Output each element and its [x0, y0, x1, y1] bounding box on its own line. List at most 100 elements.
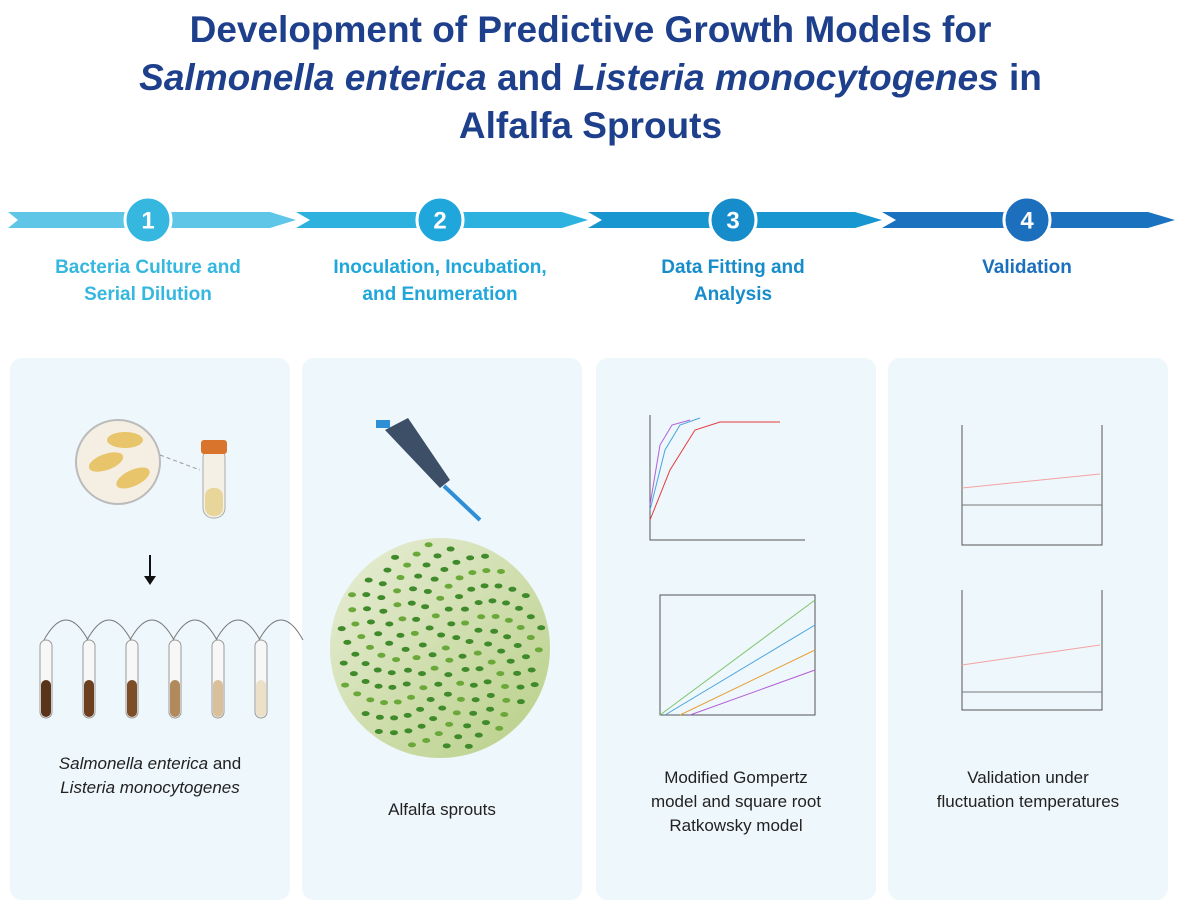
leaf — [516, 625, 525, 631]
leaf — [348, 607, 357, 613]
dilution-tubes — [39, 619, 304, 719]
leaf — [452, 635, 461, 641]
leaf — [465, 639, 474, 645]
leaf — [516, 699, 525, 705]
leaf — [416, 706, 425, 712]
leaf — [424, 542, 433, 548]
leaf — [480, 583, 489, 589]
leaf — [404, 728, 413, 734]
text-line: Ratkowsky model — [596, 814, 876, 838]
text-segment: in — [1008, 57, 1042, 98]
leaf — [455, 594, 464, 600]
panel-bg — [596, 358, 876, 900]
leaf — [385, 621, 394, 627]
leaf — [474, 732, 483, 738]
leaf — [497, 648, 506, 654]
leaf — [463, 723, 472, 729]
text-line: Listeria monocytogenes — [10, 776, 290, 800]
text-segment: Alfalfa Sprouts — [458, 105, 723, 146]
leaf — [468, 570, 477, 576]
text-segment: Ratkowsky model — [669, 816, 803, 835]
leaf — [530, 682, 539, 688]
leaf — [469, 682, 478, 688]
step-label-line: Inoculation, Incubation, — [333, 257, 547, 278]
leaf — [391, 554, 400, 560]
leaf — [491, 613, 500, 619]
leaf — [500, 711, 509, 717]
sprouts-photo — [330, 538, 550, 758]
leaf — [434, 731, 443, 737]
leaf — [337, 626, 346, 632]
leaf — [409, 586, 418, 592]
text-segment: Alfalfa sprouts — [388, 800, 496, 819]
leaf — [527, 667, 536, 673]
pipette-icon — [376, 418, 482, 522]
text-segment: Validation under — [967, 768, 1089, 787]
leaf — [481, 720, 490, 726]
leaf — [521, 593, 530, 599]
text-line: fluctuation temperatures — [888, 790, 1168, 814]
leaf — [521, 654, 530, 660]
leaf — [353, 691, 362, 697]
leaf — [471, 697, 480, 703]
tube-wire — [215, 619, 261, 641]
leaf — [412, 551, 421, 557]
leaf — [454, 734, 463, 740]
step-number: 2 — [433, 207, 446, 234]
tube-liquid — [170, 680, 180, 717]
leaf — [488, 598, 497, 604]
leaf — [351, 621, 360, 627]
panel-caption: Alfalfa sprouts — [302, 798, 582, 822]
leaf — [429, 716, 438, 722]
leaf — [343, 639, 352, 645]
leaf — [513, 670, 522, 676]
leaf — [339, 660, 348, 666]
step-circle — [123, 195, 173, 245]
leaf — [436, 595, 445, 601]
leaf — [392, 657, 401, 663]
leaf — [377, 652, 386, 658]
text-line: Modified Gompertz — [596, 766, 876, 790]
leaf — [486, 706, 495, 712]
text-segment: model and square root — [650, 792, 822, 811]
text-segment: Salmonella enterica — [139, 57, 487, 98]
leaf — [375, 714, 384, 720]
leaf — [374, 631, 383, 637]
step-number: 3 — [726, 207, 739, 234]
leaf — [495, 725, 504, 731]
step-label: Validation — [887, 254, 1167, 281]
leaf — [440, 566, 449, 572]
leaf — [442, 743, 451, 749]
leaf — [428, 652, 437, 658]
leaf — [412, 655, 421, 661]
ratkowsky-chart — [659, 594, 816, 716]
leaf — [467, 586, 476, 592]
step-label-line: Validation — [982, 257, 1072, 278]
leaf — [361, 679, 370, 685]
step-label-line: and Enumeration — [362, 284, 518, 305]
leaf — [496, 569, 505, 575]
leaf — [377, 595, 386, 601]
text-line: Development of Predictive Growth Models … — [0, 6, 1181, 54]
leaf — [423, 588, 432, 594]
title: Development of Predictive Growth Models … — [0, 6, 1181, 150]
text-segment: Listeria monocytogenes — [60, 778, 240, 797]
leaf — [419, 685, 428, 691]
leaf — [426, 696, 435, 702]
tube-liquid — [41, 680, 51, 717]
leaf — [417, 723, 426, 729]
leaf — [444, 672, 453, 678]
growth-chart — [649, 415, 805, 541]
leaf — [434, 681, 443, 687]
leaf — [430, 665, 439, 671]
text-segment: and — [496, 57, 563, 98]
leaf — [385, 640, 394, 646]
leaf — [474, 600, 483, 606]
leaf — [351, 651, 360, 657]
leaf — [402, 681, 411, 687]
text-segment: Development of Predictive Growth Models … — [189, 9, 992, 50]
leaf — [456, 696, 465, 702]
leaf — [455, 575, 464, 581]
leaf — [502, 697, 511, 703]
